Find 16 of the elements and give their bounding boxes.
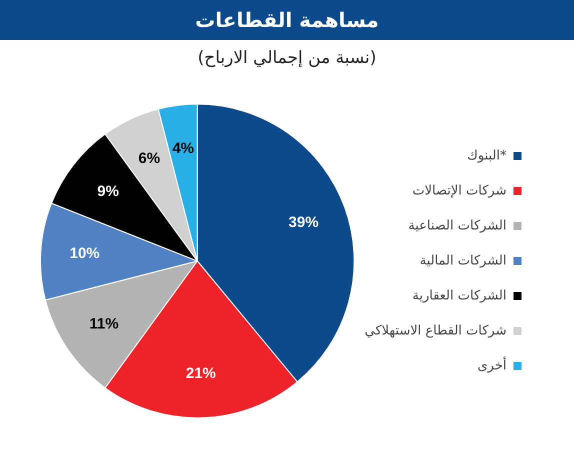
legend-label: الشركات الصناعية (408, 218, 506, 234)
data-label: 10% (70, 245, 100, 262)
data-label: 11% (89, 316, 119, 333)
data-label: 39% (288, 214, 319, 231)
data-label: 9% (97, 182, 119, 200)
chart-subtitle: (نسبة من إجمالي الارباح) (196, 48, 378, 68)
data-label: 6% (138, 150, 160, 167)
legend-label: البنوك* (467, 148, 507, 164)
data-label: 21% (186, 364, 216, 382)
legend-label: الشركات المالية (420, 253, 506, 268)
chart-title: مساهمة القطاعات (0, 0, 574, 40)
legend-label: أخرى (478, 356, 506, 374)
legend-label: شركات القطاع الاستهلاكي (364, 323, 506, 338)
legend-label: شركات الإتصالات (412, 183, 506, 198)
legend-label: الشركات العقارية (412, 288, 506, 304)
data-label: 4% (172, 140, 194, 158)
